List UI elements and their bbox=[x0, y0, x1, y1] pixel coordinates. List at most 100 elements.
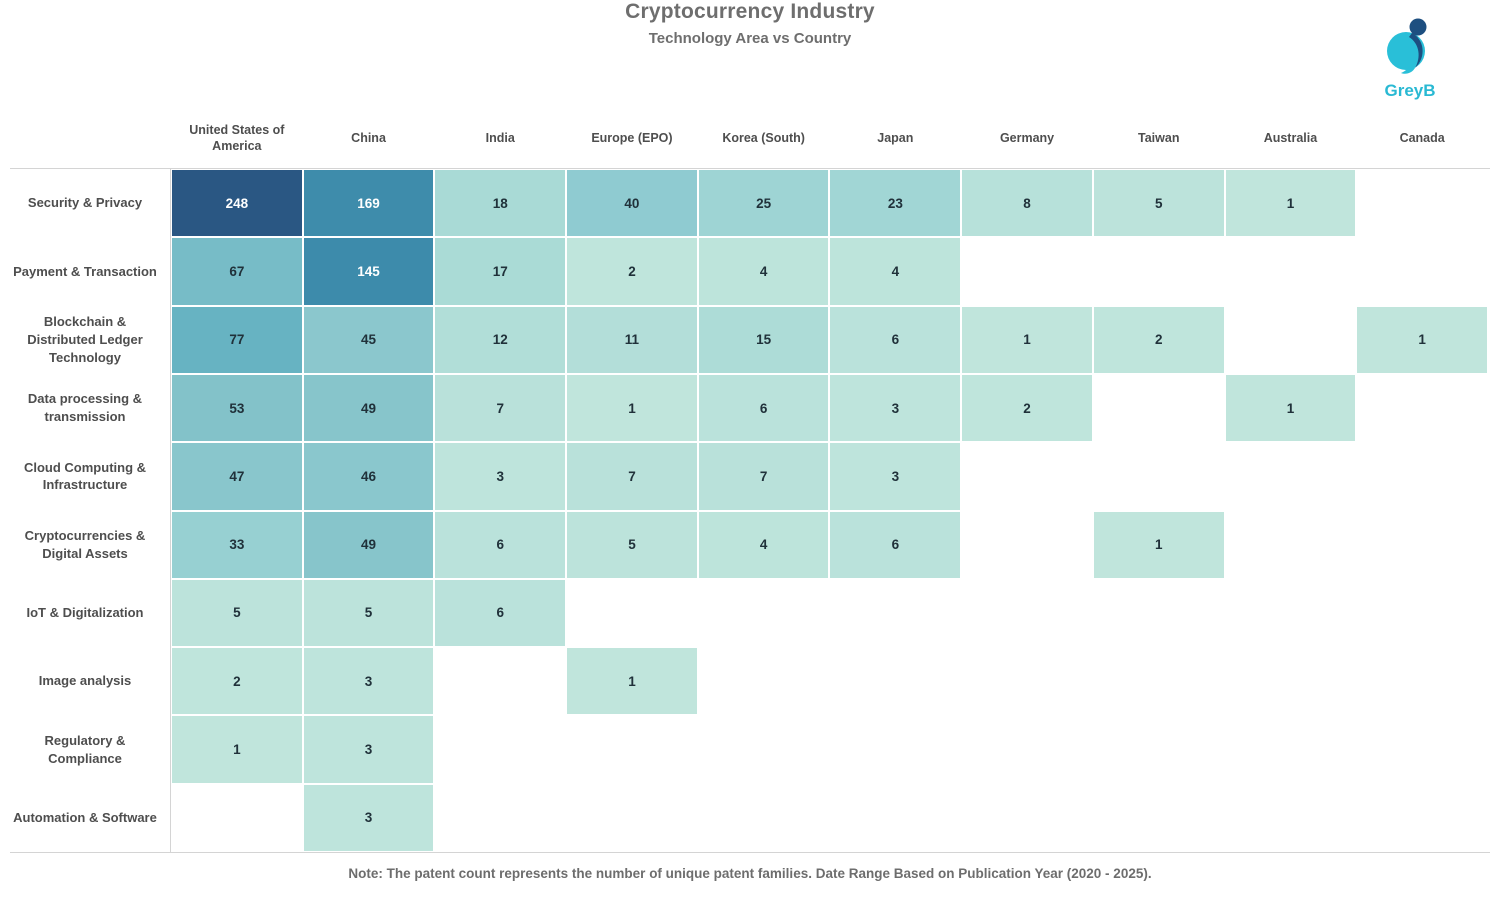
heatmap-cell-regulatory-compliance-united-states-of-america[interactable]: 1 bbox=[171, 715, 303, 784]
heatmap-cell-cryptocurrencies-digital-assets-japan[interactable]: 6 bbox=[829, 510, 962, 579]
column-header-korea-south: Korea (South) bbox=[722, 130, 805, 145]
heatmap-cell-cryptocurrencies-digital-assets-china[interactable]: 49 bbox=[302, 510, 435, 579]
greyb-logo-text: GreyB bbox=[1384, 81, 1436, 100]
heatmap-cell-regulatory-compliance-korea-south bbox=[698, 715, 830, 783]
heatmap-cell-payment-transaction-korea-south[interactable]: 4 bbox=[697, 237, 830, 306]
column-header-taiwan: Taiwan bbox=[1138, 130, 1180, 145]
heatmap-cell-security-privacy-india[interactable]: 18 bbox=[434, 169, 567, 238]
heatmap-cell-image-analysis-europe-epo[interactable]: 1 bbox=[566, 647, 698, 716]
column-header-japan: Japan bbox=[877, 130, 914, 145]
heatmap-cell-cryptocurrencies-digital-assets-canada bbox=[1356, 511, 1488, 579]
footnote: Note: The patent count represents the nu… bbox=[348, 866, 1152, 881]
heatmap-cell-payment-transaction-europe-epo[interactable]: 2 bbox=[566, 237, 698, 306]
heatmap-cell-iot-digitalization-taiwan bbox=[1093, 579, 1225, 647]
heatmap-cell-security-privacy-australia[interactable]: 1 bbox=[1224, 169, 1357, 238]
heatmap-cell-payment-transaction-india[interactable]: 17 bbox=[434, 237, 567, 306]
heatmap-cell-cryptocurrencies-digital-assets-europe-epo[interactable]: 5 bbox=[566, 510, 698, 579]
heatmap-cell-cryptocurrencies-digital-assets-united-states-of-america[interactable]: 33 bbox=[171, 510, 303, 579]
heatmap-cell-blockchain-distributed-ledger-technology-india[interactable]: 12 bbox=[434, 305, 567, 374]
column-header-europe-epo: Europe (EPO) bbox=[591, 130, 673, 145]
heatmap-cell-regulatory-compliance-japan bbox=[829, 715, 961, 783]
heatmap-cell-automation-software-korea-south bbox=[698, 784, 830, 852]
heatmap-cell-data-processing-transmission-japan[interactable]: 3 bbox=[829, 373, 962, 443]
heatmap-cell-automation-software-taiwan bbox=[1093, 784, 1225, 852]
row-label-automation-software: Automation & Software bbox=[13, 810, 157, 826]
heatmap-cell-payment-transaction-australia bbox=[1225, 237, 1357, 305]
table-bottom-divider bbox=[10, 852, 1490, 853]
heatmap-cell-data-processing-transmission-germany[interactable]: 2 bbox=[961, 373, 1093, 443]
heatmap-cell-iot-digitalization-australia bbox=[1225, 579, 1357, 647]
heatmap-cell-cryptocurrencies-digital-assets-germany bbox=[961, 511, 1093, 579]
heatmap-cell-regulatory-compliance-china[interactable]: 3 bbox=[302, 715, 435, 784]
heatmap-cell-security-privacy-canada bbox=[1356, 169, 1488, 237]
row-label-cloud-computing-infrastructure: Cloud Computing & Infrastructure bbox=[23, 459, 147, 493]
heatmap-cell-cloud-computing-infrastructure-japan[interactable]: 3 bbox=[829, 442, 962, 511]
heatmap-cell-cloud-computing-infrastructure-india[interactable]: 3 bbox=[434, 442, 567, 511]
heatmap-cell-cryptocurrencies-digital-assets-korea-south[interactable]: 4 bbox=[697, 510, 830, 579]
heatmap-cell-payment-transaction-japan[interactable]: 4 bbox=[829, 237, 962, 306]
heatmap-cell-automation-software-china[interactable]: 3 bbox=[302, 783, 435, 852]
heatmap-cell-blockchain-distributed-ledger-technology-europe-epo[interactable]: 11 bbox=[566, 305, 698, 374]
heatmap-cell-cloud-computing-infrastructure-united-states-of-america[interactable]: 47 bbox=[171, 442, 303, 511]
heatmap-cell-blockchain-distributed-ledger-technology-germany[interactable]: 1 bbox=[961, 305, 1093, 374]
greyb-logo: GreyB bbox=[1376, 18, 1444, 101]
heatmap-cell-blockchain-distributed-ledger-technology-united-states-of-america[interactable]: 77 bbox=[171, 305, 303, 374]
heatmap-cell-regulatory-compliance-taiwan bbox=[1093, 715, 1225, 783]
row-labels: Security & Privacy Payment & Transaction B… bbox=[0, 169, 170, 852]
heatmap-cell-security-privacy-united-states-of-america[interactable]: 248 bbox=[171, 169, 303, 238]
row-label-regulatory-compliance: Regulatory & Compliance bbox=[44, 732, 126, 766]
heatmap-cell-cloud-computing-infrastructure-china[interactable]: 46 bbox=[302, 442, 435, 511]
column-header-germany: Germany bbox=[999, 130, 1055, 145]
row-label-cryptocurrencies-digital-assets: Cryptocurrencies & Digital Assets bbox=[24, 528, 146, 561]
column-header-united-states-of-america: United States of America bbox=[189, 122, 285, 153]
heatmap-cell-cryptocurrencies-digital-assets-taiwan[interactable]: 1 bbox=[1092, 510, 1225, 579]
heatmap-cell-image-analysis-canada bbox=[1356, 647, 1488, 715]
heatmap-cell-regulatory-compliance-india bbox=[434, 715, 566, 783]
heatmap-cell-cryptocurrencies-digital-assets-india[interactable]: 6 bbox=[434, 510, 567, 579]
row-label-iot-digitalization: IoT & Digitalization bbox=[26, 605, 144, 621]
heatmap-cell-data-processing-transmission-china[interactable]: 49 bbox=[302, 373, 435, 443]
heatmap-cell-payment-transaction-china[interactable]: 145 bbox=[302, 237, 435, 306]
column-header-india: India bbox=[485, 130, 515, 145]
heatmap-cell-cloud-computing-infrastructure-europe-epo[interactable]: 7 bbox=[566, 442, 698, 511]
heatmap-cell-image-analysis-china[interactable]: 3 bbox=[302, 647, 435, 716]
heatmap-cell-regulatory-compliance-australia bbox=[1225, 715, 1357, 783]
title-block: Cryptocurrency Industry Technology Area … bbox=[0, 0, 1500, 47]
heatmap-cell-blockchain-distributed-ledger-technology-taiwan[interactable]: 2 bbox=[1092, 305, 1225, 374]
heatmap-cell-data-processing-transmission-india[interactable]: 7 bbox=[434, 373, 567, 443]
heatmap-cell-security-privacy-korea-south[interactable]: 25 bbox=[697, 169, 830, 238]
heatmap-cell-data-processing-transmission-korea-south[interactable]: 6 bbox=[697, 373, 830, 443]
heatmap-cell-blockchain-distributed-ledger-technology-japan[interactable]: 6 bbox=[829, 305, 962, 374]
heatmap-cell-cloud-computing-infrastructure-korea-south[interactable]: 7 bbox=[697, 442, 830, 511]
heatmap-cell-security-privacy-japan[interactable]: 23 bbox=[829, 169, 962, 238]
heatmap-cell-iot-digitalization-china[interactable]: 5 bbox=[302, 578, 435, 648]
heatmap-cell-cloud-computing-infrastructure-canada bbox=[1356, 442, 1488, 510]
heatmap-cell-regulatory-compliance-germany bbox=[961, 715, 1093, 783]
heatmap-cell-cryptocurrencies-digital-assets-australia bbox=[1225, 511, 1357, 579]
heatmap-cell-image-analysis-united-states-of-america[interactable]: 2 bbox=[171, 647, 303, 716]
heatmap-cell-security-privacy-germany[interactable]: 8 bbox=[961, 169, 1093, 238]
heatmap-cell-image-analysis-germany bbox=[961, 647, 1093, 715]
heatmap-cell-data-processing-transmission-europe-epo[interactable]: 1 bbox=[566, 373, 698, 443]
heatmap-cell-automation-software-united-states-of-america bbox=[171, 784, 303, 852]
heatmap-cell-security-privacy-europe-epo[interactable]: 40 bbox=[566, 169, 698, 238]
heatmap-cell-security-privacy-china[interactable]: 169 bbox=[302, 169, 435, 238]
heatmap-cell-iot-digitalization-india[interactable]: 6 bbox=[434, 578, 567, 648]
heatmap-cell-regulatory-compliance-canada bbox=[1356, 715, 1488, 783]
heatmap-cell-iot-digitalization-united-states-of-america[interactable]: 5 bbox=[171, 578, 303, 648]
heatmap-cell-data-processing-transmission-australia[interactable]: 1 bbox=[1224, 373, 1357, 443]
row-label-blockchain-distributed-ledger-technology: Blockchain & Distributed Ledger Technolo… bbox=[27, 314, 143, 365]
heatmap-cell-blockchain-distributed-ledger-technology-canada[interactable]: 1 bbox=[1356, 305, 1488, 374]
row-label-data-processing-transmission: Data processing & transmission bbox=[27, 391, 143, 425]
heatmap-cell-payment-transaction-united-states-of-america[interactable]: 67 bbox=[171, 237, 303, 306]
heatmap-cell-data-processing-transmission-united-states-of-america[interactable]: 53 bbox=[171, 373, 303, 443]
heatmap-cell-blockchain-distributed-ledger-technology-australia bbox=[1225, 306, 1357, 374]
heatmap-cell-image-analysis-taiwan bbox=[1093, 647, 1225, 715]
heatmap-cell-cloud-computing-infrastructure-taiwan bbox=[1093, 442, 1225, 510]
row-label-security-privacy: Security & Privacy bbox=[27, 195, 143, 211]
heatmap-cell-payment-transaction-taiwan bbox=[1093, 237, 1225, 305]
heatmap-cell-security-privacy-taiwan[interactable]: 5 bbox=[1092, 169, 1225, 238]
heatmap-cell-automation-software-australia bbox=[1225, 784, 1357, 852]
heatmap-cell-blockchain-distributed-ledger-technology-china[interactable]: 45 bbox=[302, 305, 435, 374]
heatmap-cell-blockchain-distributed-ledger-technology-korea-south[interactable]: 15 bbox=[697, 305, 830, 374]
